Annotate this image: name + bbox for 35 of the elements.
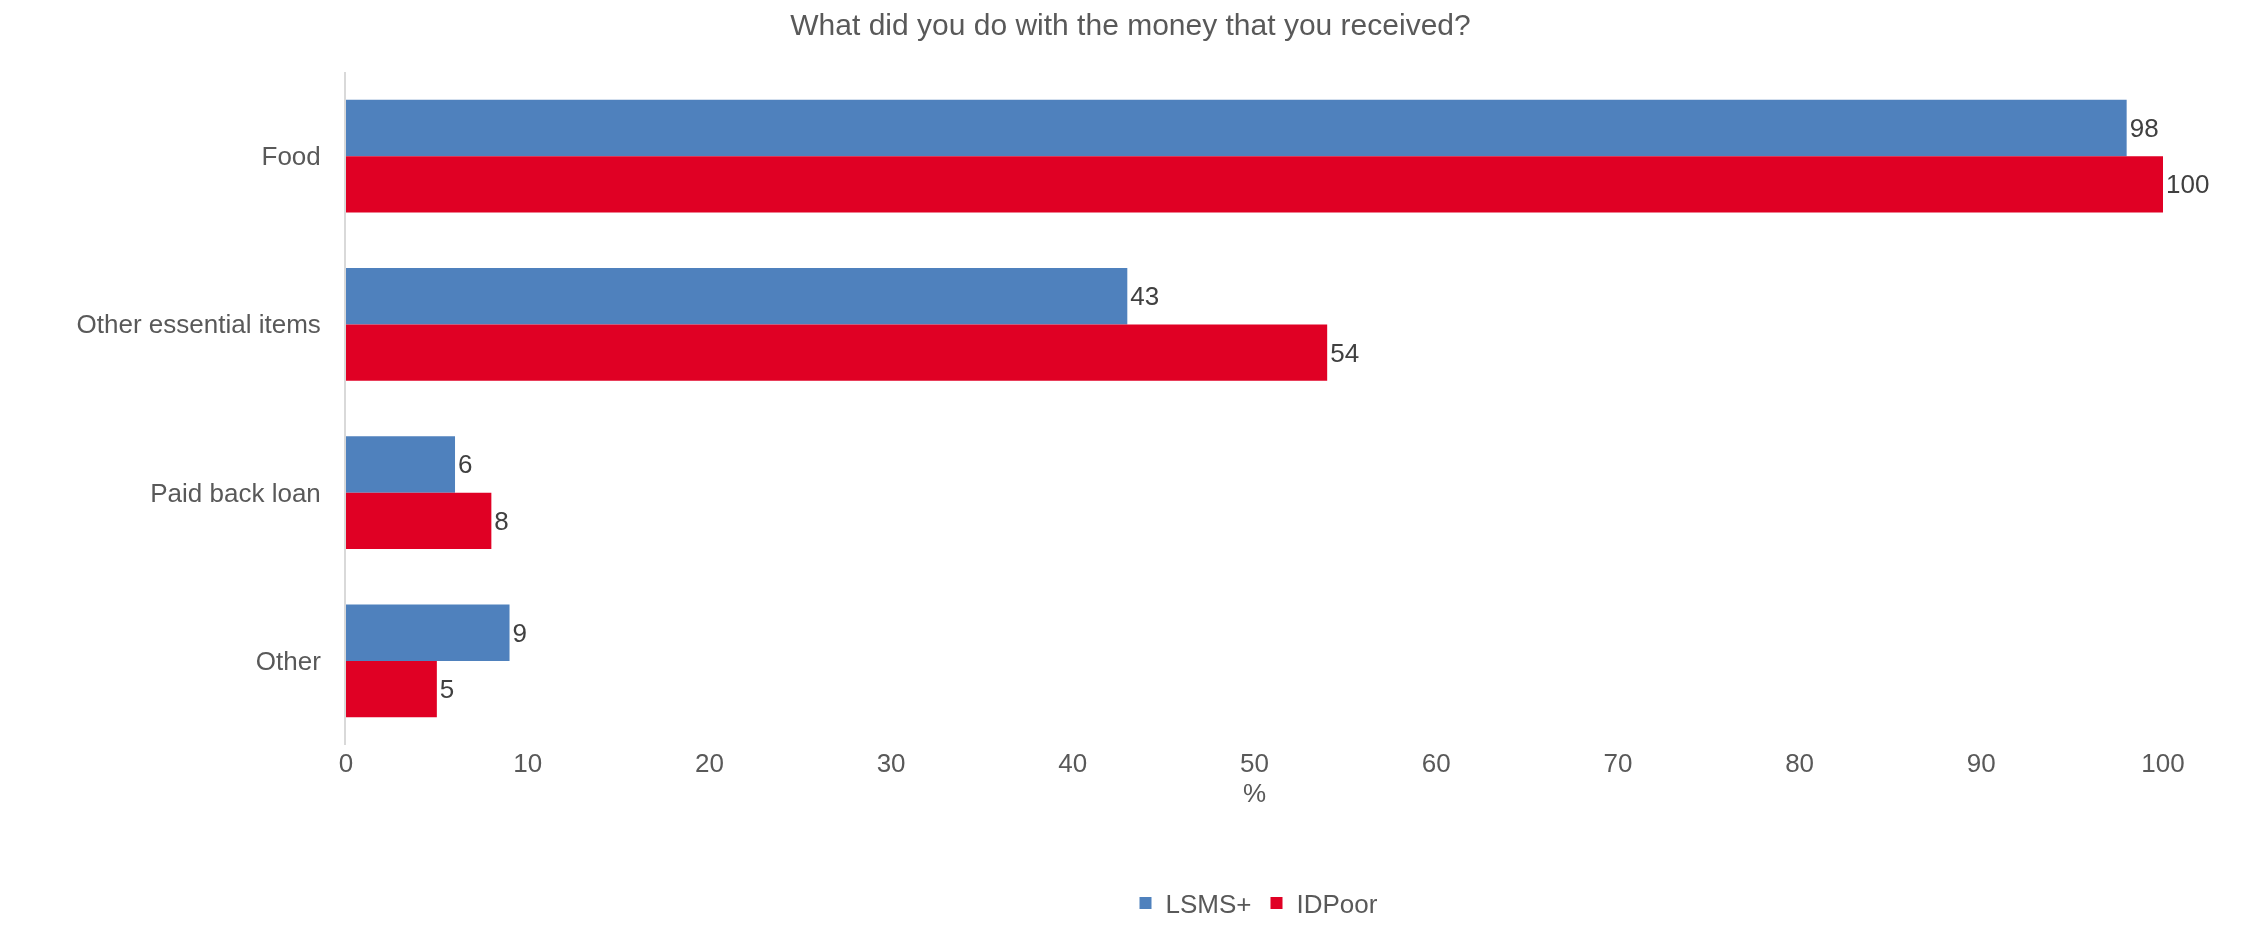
bar (346, 604, 510, 661)
x-tick-label: 10 (513, 748, 543, 778)
data-label: 5 (439, 674, 455, 705)
legend-label: IDPoor (1296, 889, 1378, 920)
bar (346, 156, 2163, 213)
bar (346, 268, 1128, 325)
bar (346, 436, 456, 493)
data-label: 43 (1130, 281, 1160, 312)
x-tick-label: 100 (2141, 748, 2185, 778)
x-tick-label: 30 (876, 748, 906, 778)
data-label: 98 (2129, 112, 2159, 143)
y-tick-label: Paid back loan (150, 477, 321, 508)
x-tick-label: 50 (1240, 748, 1269, 778)
y-tick-label: Other (255, 645, 322, 676)
bar (346, 492, 492, 549)
data-label: 54 (1330, 337, 1360, 368)
x-axis-title: % (1242, 778, 1267, 808)
legend-label: LSMS+ (1165, 889, 1252, 920)
chart-title: What did you do with the money that you received? (790, 8, 1471, 42)
x-tick-label: 90 (1966, 748, 1996, 778)
x-tick-label: 40 (1058, 748, 1088, 778)
data-label: 9 (512, 617, 527, 648)
data-label: 8 (494, 505, 509, 536)
bar (346, 324, 1328, 381)
x-tick-label: 20 (694, 748, 724, 778)
bar (346, 99, 2127, 157)
x-tick-label: 80 (1785, 748, 1815, 778)
bar (346, 660, 437, 718)
x-tick-label: 70 (1603, 748, 1633, 778)
data-label: 6 (458, 449, 473, 480)
y-tick-label: Other essential items (76, 309, 321, 340)
data-label: 100 (2166, 169, 2210, 200)
x-tick-label: 60 (1421, 748, 1451, 778)
x-tick-label: 0 (338, 748, 354, 778)
y-tick-label: Food (261, 141, 321, 172)
